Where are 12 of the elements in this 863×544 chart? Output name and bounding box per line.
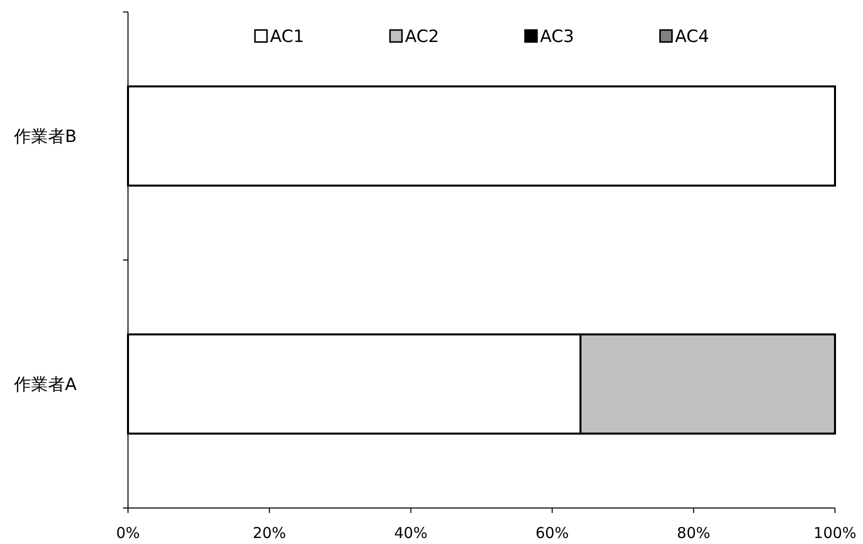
x-tick-label: 20% <box>252 524 286 542</box>
legend-label: AC2 <box>405 27 440 47</box>
x-tick-label: 60% <box>536 524 569 542</box>
y-tick-label: 作業者B <box>13 127 77 147</box>
legend-label: AC4 <box>675 27 710 47</box>
legend-label: AC1 <box>270 27 304 47</box>
x-tick-label: 40% <box>394 524 428 542</box>
legend-label: AC3 <box>540 27 574 47</box>
x-tick-label: 100% <box>814 524 856 542</box>
x-tick-label: 80% <box>676 524 710 542</box>
y-tick-label: 作業者A <box>13 375 77 395</box>
x-tick-label: 0% <box>116 524 140 542</box>
